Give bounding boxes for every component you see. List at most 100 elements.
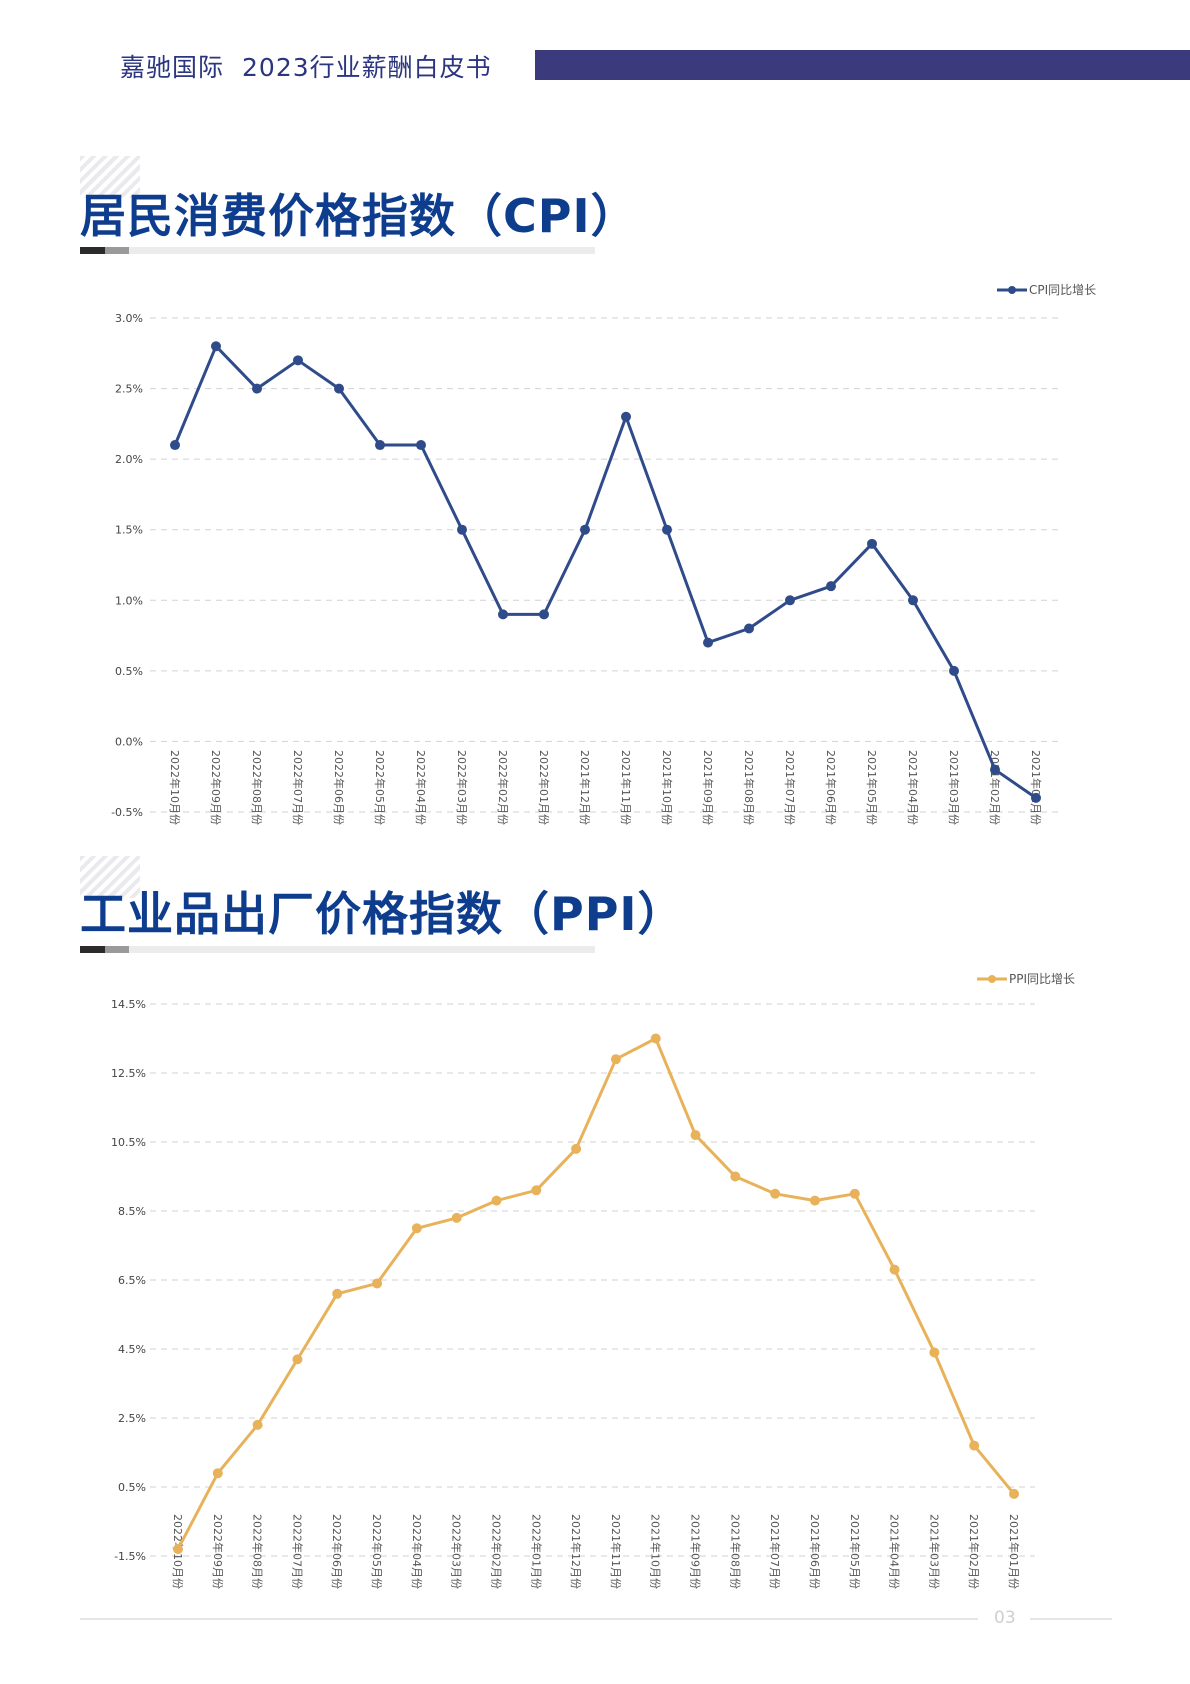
ppi-data-point [252, 1419, 263, 1430]
cpi-x-tick-label: 2021年01月份 [1029, 750, 1043, 825]
cpi-x-tick-label: 2022年05月份 [373, 750, 387, 825]
ppi-data-point [212, 1468, 223, 1479]
ppi-x-tick-label: 2021年03月份 [927, 1514, 941, 1589]
ppi-x-tick-label: 2021年05月份 [848, 1514, 862, 1589]
cpi-x-tick-label: 2021年06月份 [824, 750, 838, 825]
cpi-data-point [211, 341, 221, 352]
cpi-x-tick-label: 2021年05月份 [865, 750, 879, 825]
ppi-y-tick-label: 4.5% [118, 1343, 146, 1356]
ppi-line-chart: 14.5% 12.5% 10.5% 8.5% 6.5% 4.5% 2.5% 0.5% -1.5%… [111, 972, 1075, 1589]
cpi-data-point [375, 440, 385, 451]
cpi-data-point [949, 665, 959, 676]
ppi-x-tick-label: 2021年11月份 [609, 1514, 623, 1589]
section-hatch-decoration [80, 156, 140, 198]
cpi-y-tick-label: 1.5% [115, 524, 143, 537]
ppi-data-point [571, 1143, 582, 1154]
footer-rule [80, 1618, 978, 1620]
ppi-x-tick-label: 2021年12月份 [569, 1514, 583, 1589]
cpi-legend-marker [1008, 286, 1016, 294]
cpi-data-point [1031, 792, 1041, 803]
cpi-x-tick-label: 2022年08月份 [250, 750, 264, 825]
cpi-data-point [785, 595, 795, 606]
ppi-section-title: 工业品出厂价格指数（PPI） [80, 887, 685, 941]
cpi-y-tick-label: 2.0% [115, 453, 143, 466]
cpi-data-point [252, 383, 262, 394]
ppi-data-point [332, 1288, 343, 1299]
ppi-x-tick-label: 2022年04月份 [410, 1514, 424, 1589]
cpi-y-tick-label: 2.5% [115, 383, 143, 396]
ppi-x-tick-label: 2022年07月份 [290, 1514, 304, 1589]
ppi-y-tick-label: 14.5% [111, 998, 146, 1011]
cpi-x-tick-label: 2021年09月份 [701, 750, 715, 825]
cpi-x-tick-label: 2021年07月份 [783, 750, 797, 825]
ppi-y-tick-label: 6.5% [118, 1274, 146, 1287]
ppi-x-tick-label: 2021年07月份 [768, 1514, 782, 1589]
cpi-data-point [334, 383, 344, 394]
cpi-x-tick-label: 2021年10月份 [660, 750, 674, 825]
cpi-data-point [498, 609, 508, 620]
cpi-x-tick-label: 2022年04月份 [414, 750, 428, 825]
cpi-legend-label: CPI同比增长 [1029, 283, 1096, 297]
company-name: 嘉驰国际 [120, 53, 225, 82]
ppi-title-underline [80, 946, 595, 953]
ppi-x-tick-label: 2022年05月份 [370, 1514, 384, 1589]
cpi-data-point [703, 637, 713, 648]
report-header: 嘉驰国际 2023行业薪酬白皮书 [120, 48, 492, 84]
cpi-data-point [662, 524, 672, 535]
ppi-data-point [889, 1264, 900, 1275]
ppi-x-tick-label: 2022年06月份 [330, 1514, 344, 1589]
ppi-x-tick-label: 2022年01月份 [529, 1514, 543, 1589]
cpi-data-point [990, 764, 1000, 775]
ppi-x-tick-label: 2021年09月份 [689, 1514, 703, 1589]
cpi-x-tick-label: 2021年11月份 [619, 750, 633, 825]
cpi-x-tick-label: 2021年04月份 [906, 750, 920, 825]
ppi-data-point [770, 1188, 781, 1199]
header-bar [535, 50, 1190, 80]
ppi-data-point [969, 1440, 980, 1451]
ppi-data-point [1009, 1488, 1019, 1499]
cpi-data-point [539, 609, 549, 620]
cpi-x-tick-label: 2021年03月份 [947, 750, 961, 825]
ppi-x-tick-label: 2021年02月份 [967, 1514, 981, 1589]
cpi-data-point [293, 355, 303, 366]
ppi-x-tick-label: 2021年08月份 [728, 1514, 742, 1589]
ppi-x-tick-label: 2021年01月份 [1007, 1514, 1021, 1589]
ppi-data-point [531, 1185, 542, 1196]
cpi-x-tick-label: 2022年02月份 [496, 750, 510, 825]
cpi-data-point [826, 581, 836, 592]
cpi-series-line [173, 344, 1037, 800]
ppi-data-point [372, 1278, 383, 1289]
cpi-y-tick-label: 0.5% [115, 665, 143, 678]
ppi-y-tick-label: 12.5% [111, 1067, 146, 1080]
cpi-data-point [621, 411, 631, 422]
cpi-y-tick-label: -0.5% [111, 806, 143, 819]
ppi-y-tick-label: 2.5% [118, 1412, 146, 1425]
cpi-data-point [416, 440, 426, 451]
ppi-data-point [849, 1188, 860, 1199]
cpi-data-point [867, 538, 877, 549]
cpi-section-title: 居民消费价格指数（CPI） [80, 189, 638, 243]
ppi-x-tick-label: 2022年03月份 [450, 1514, 464, 1589]
cpi-x-tick-label: 2022年09月份 [209, 750, 223, 825]
ppi-data-point [809, 1195, 820, 1206]
ppi-x-tick-label: 2022年02月份 [489, 1514, 503, 1589]
report-name: 2023行业薪酬白皮书 [242, 53, 492, 82]
cpi-y-tick-label: 3.0% [115, 312, 143, 325]
ppi-y-tick-label: 10.5% [111, 1136, 146, 1149]
ppi-x-tick-label: 2021年06月份 [808, 1514, 822, 1589]
ppi-series-line [176, 1037, 1016, 1550]
cpi-y-tick-label: 0.0% [115, 735, 143, 748]
ppi-data-point [730, 1171, 741, 1182]
ppi-x-tick-label: 2021年04月份 [888, 1514, 902, 1589]
ppi-data-point [610, 1054, 621, 1065]
cpi-x-tick-label: 2022年01月份 [537, 750, 551, 825]
cpi-data-point [170, 440, 180, 451]
cpi-x-tick-label: 2022年10月份 [168, 750, 182, 825]
page-number: 03 [994, 1608, 1016, 1628]
ppi-x-tick-label: 2022年08月份 [251, 1514, 265, 1589]
cpi-y-tick-label: 1.0% [115, 594, 143, 607]
cpi-data-point [908, 595, 918, 606]
cpi-title-underline [80, 247, 595, 254]
ppi-data-point [929, 1347, 940, 1358]
cpi-x-tick-label: 2021年08月份 [742, 750, 756, 825]
